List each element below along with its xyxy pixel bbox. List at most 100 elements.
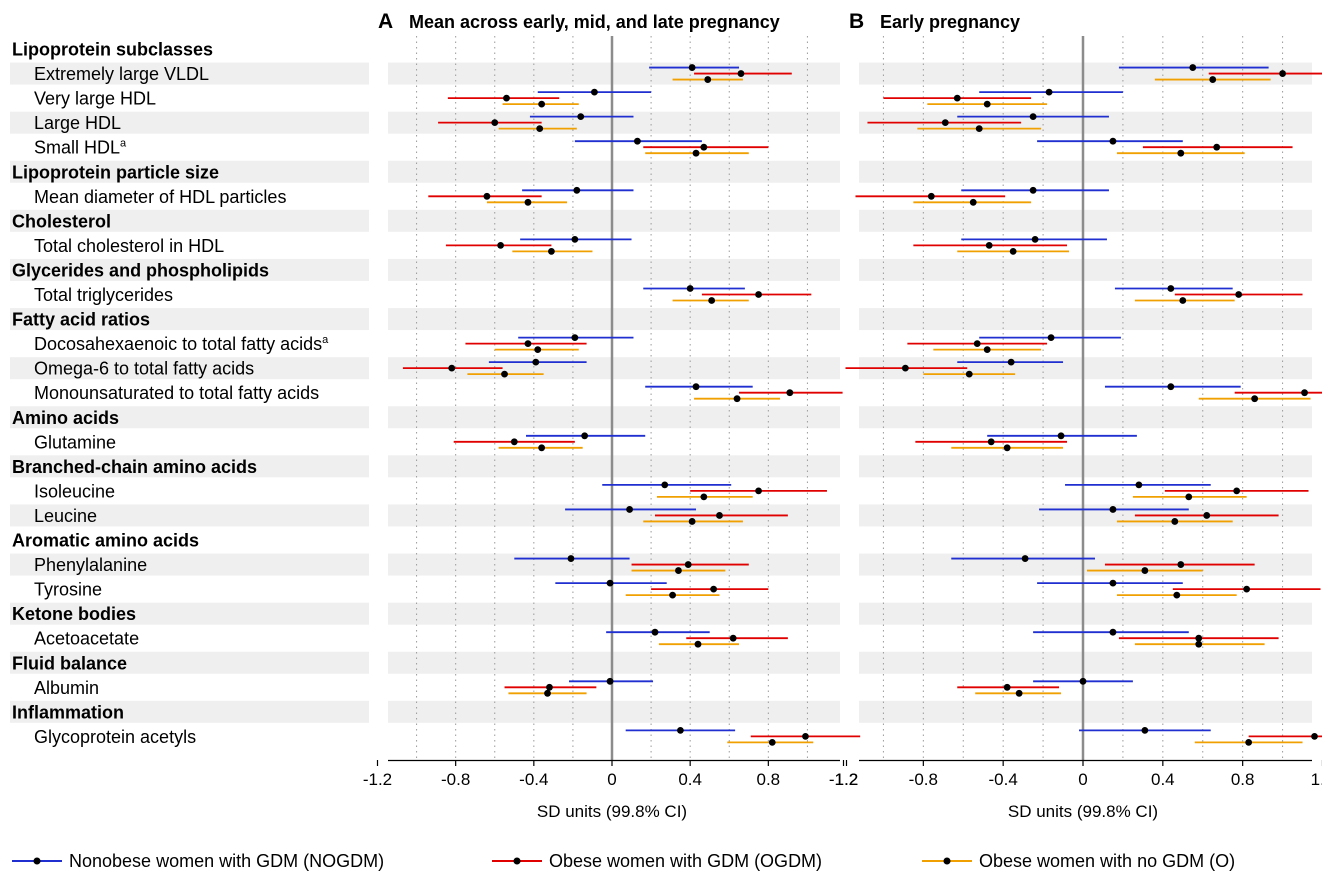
panel-a-x-tick-label: -0.4: [519, 770, 548, 789]
legend-o-label: Obese women with no GDM (O): [979, 851, 1235, 871]
legend-item-ogdm: Obese women with GDM (OGDM): [492, 851, 822, 871]
panel-a-o-point-leucine: [688, 518, 696, 525]
row-label-total-cholesterol-in-hdl: Total cholesterol in HDL: [34, 236, 224, 256]
panel-b-o-point-albumin: [1015, 689, 1023, 697]
row-label-total-triglycerides: Total triglycerides: [34, 285, 173, 305]
panel-b-nogdm-point-extremely-large-vldl: [1189, 64, 1197, 71]
panel-b-ogdm-point-omega-6-to-total-fatty-acids: [901, 364, 909, 372]
panel-a-x-axis-title: SD units (99.8% CI): [537, 802, 687, 821]
panel-a-nogdm-point-very-large-hdl: [591, 88, 598, 96]
panel-b-nogdm-point-glutamine: [1057, 432, 1065, 440]
panel-b-o-point-glutamine: [1003, 444, 1011, 452]
panel-a-nogdm-point-mean-diameter-of-hdl-particles: [573, 186, 581, 194]
label-band-5: [10, 160, 369, 183]
panel-a-x-tick-label: -0.8: [441, 770, 470, 789]
panel-b-ogdm-point-phenylalanine: [1177, 561, 1185, 568]
panel-b-o-point-very-large-hdl: [983, 100, 991, 108]
panel-b-nogdm-point-glycoprotein-acetyls: [1141, 727, 1149, 734]
panel-a-o-point-omega-6-to-total-fatty-acids: [501, 370, 508, 378]
legend-o-dot: [943, 857, 951, 865]
panel-b-x-tick-label: 0.8: [1231, 770, 1255, 789]
panel-b-nogdm-point-albumin: [1079, 677, 1087, 685]
panel-a-o-point-very-large-hdl: [538, 100, 546, 108]
panel-a-o-point-phenylalanine: [675, 567, 682, 574]
panel-b-x-tick-label: -0.8: [909, 770, 938, 789]
row-label-inflammation: Inflammation: [12, 702, 124, 722]
row-label-monounsaturated-to-total-fatty-acids: Monounsaturated to total fatty acids: [34, 383, 319, 403]
label-band-3: [10, 111, 369, 134]
panel-a-ogdm-point-total-triglycerides: [755, 291, 762, 298]
panel-a-o-point-mean-diameter-of-hdl-particles: [524, 198, 532, 206]
panel-a-band-27: [388, 700, 840, 723]
panel-b-band-7: [859, 209, 1312, 232]
panel-a-ogdm-point-small-hdl: [700, 143, 708, 151]
row-label-fatty-acid-ratios: Fatty acid ratios: [12, 310, 150, 330]
panel-a-nogdm-point-isoleucine: [661, 481, 669, 489]
panel-a-title: Mean across early, mid, and late pregnan…: [409, 12, 780, 32]
panel-a-nogdm-point-glycoprotein-acetyls: [676, 727, 684, 734]
panel-b-nogdm-point-acetoacetate: [1109, 628, 1117, 636]
panel-a-band-5: [388, 160, 840, 183]
row-label-tyrosine: Tyrosine: [34, 580, 102, 600]
panel-a-nogdm-point-total-triglycerides: [686, 285, 694, 292]
panel-b-band-15: [859, 406, 1312, 429]
panel-a-ogdm-point-omega-6-to-total-fatty-acids: [448, 364, 456, 372]
label-band-7: [10, 209, 369, 232]
panel-a-nogdm-point-tyrosine: [606, 579, 614, 587]
row-label-lipoprotein-particle-size: Lipoprotein particle size: [12, 162, 219, 182]
row-labels: Lipoprotein subclasses Extremely large VL…: [12, 40, 329, 747]
label-band-23: [10, 602, 369, 625]
panel-b-x-tick-label: -0.4: [989, 770, 1018, 789]
gridlines: [416, 36, 1284, 760]
legend-nogdm-label: Nonobese women with GDM (NOGDM): [69, 851, 384, 871]
panel-b-o-point-small-hdl: [1177, 149, 1185, 157]
row-label-phenylalanine: Phenylalanine: [34, 555, 147, 575]
panel-b-ogdm-point-isoleucine: [1233, 487, 1241, 495]
panel-a-band-17: [388, 455, 840, 478]
panel-a-o-point-small-hdl: [692, 149, 700, 157]
panel-a-ogdm-point-glutamine: [510, 438, 518, 446]
row-label-small-hdl: Small HDLa: [34, 138, 127, 158]
legend: Nonobese women with GDM (NOGDM) Obese wo…: [12, 851, 1235, 871]
panel-a-x-tick-label: 0: [607, 770, 616, 789]
panel-a-o-point-glycoprotein-acetyls: [768, 739, 776, 746]
panel-b-x-axis-title: SD units (99.8% CI): [1008, 802, 1158, 821]
panel-b-o-point-leucine: [1171, 518, 1179, 525]
panel-a-o-point-large-hdl: [536, 125, 544, 133]
label-band-15: [10, 406, 369, 429]
footnote-marker: a: [322, 334, 329, 346]
panel-b-ogdm-point-glutamine: [987, 438, 995, 446]
panel-b-nogdm-point-docosahexaenoic-to-total-fatty-acids: [1047, 334, 1055, 341]
panel-b-x-tick-label: 0: [1078, 770, 1087, 789]
panel-a-ogdm-point-albumin: [546, 683, 553, 691]
panel-a-nogdm-point-extremely-large-vldl: [688, 64, 696, 71]
row-label-mean-diameter-of-hdl-particles: Mean diameter of HDL particles: [34, 187, 286, 207]
row-label-cholesterol: Cholesterol: [12, 211, 111, 231]
panel-b-band-25: [859, 651, 1312, 674]
footnote-marker: a: [120, 138, 127, 150]
panel-a-nogdm-point-docosahexaenoic-to-total-fatty-acids: [571, 334, 579, 341]
panel-a-nogdm-point-acetoacetate: [651, 628, 659, 636]
panel-b-ogdm-point-mean-diameter-of-hdl-particles: [927, 192, 935, 200]
row-label-glutamine: Glutamine: [34, 432, 116, 452]
row-label-isoleucine: Isoleucine: [34, 481, 115, 501]
panel-a-band-11: [388, 308, 840, 331]
panel-b-nogdm-point-leucine: [1109, 506, 1117, 513]
panel-b-nogdm-point-isoleucine: [1135, 481, 1143, 489]
panel-a-o-point-extremely-large-vldl: [704, 76, 712, 83]
label-band-25: [10, 651, 369, 674]
panel-b-nogdm-point-small-hdl: [1109, 137, 1117, 145]
panel-b-nogdm-point-phenylalanine: [1021, 555, 1029, 562]
panel-b-ogdm-point-total-cholesterol-in-hdl: [985, 242, 993, 249]
panel-b-o-point-large-hdl: [975, 125, 983, 133]
panel-a-nogdm-point-phenylalanine: [567, 555, 575, 562]
panel-b-ogdm-point-large-hdl: [941, 119, 949, 127]
panel-a-x-tick-label: 0.4: [678, 770, 702, 789]
panel-b-o-point-isoleucine: [1185, 493, 1193, 501]
panel-a-band-7: [388, 209, 840, 232]
panel-b-ogdm-point-glycoprotein-acetyls: [1311, 733, 1318, 740]
panel-b-letter: B: [849, 10, 864, 33]
panel-a-nogdm-point-leucine: [626, 506, 633, 513]
panel-b-band-9: [859, 258, 1312, 281]
panel-b-title: Early pregnancy: [880, 12, 1020, 32]
